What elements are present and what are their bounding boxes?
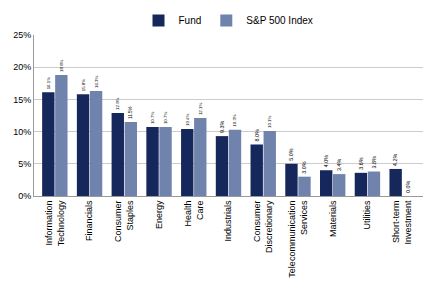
- svg-text:9.3%: 9.3%: [219, 121, 225, 134]
- svg-text:Materials: Materials: [328, 200, 338, 237]
- svg-text:16.3%: 16.3%: [94, 76, 99, 88]
- svg-text:5.0%: 5.0%: [288, 148, 294, 161]
- svg-text:3.6%: 3.6%: [358, 157, 364, 170]
- svg-text:3.8%: 3.8%: [371, 156, 377, 169]
- svg-text:10%: 10%: [13, 127, 31, 137]
- svg-text:4.0%: 4.0%: [323, 155, 329, 168]
- svg-text:S&P 500 Index: S&P 500 Index: [246, 15, 313, 26]
- svg-text:Financials: Financials: [84, 200, 94, 241]
- svg-text:ConsumerDiscretionary: ConsumerDiscretionary: [252, 200, 274, 253]
- svg-text:0%: 0%: [18, 191, 31, 201]
- svg-text:Short-termInvestment: Short-termInvestment: [391, 200, 413, 245]
- svg-text:18.8%: 18.8%: [59, 59, 64, 71]
- svg-text:10.1%: 10.1%: [267, 115, 272, 127]
- svg-text:Utilities: Utilities: [362, 200, 372, 230]
- svg-text:10.3%: 10.3%: [232, 114, 237, 126]
- svg-text:11.5%: 11.5%: [128, 107, 133, 119]
- svg-text:20%: 20%: [13, 62, 31, 72]
- svg-text:8.0%: 8.0%: [254, 129, 260, 142]
- svg-text:ConsumerStaples: ConsumerStaples: [113, 200, 135, 242]
- svg-text:15.8%: 15.8%: [81, 79, 86, 91]
- svg-text:15%: 15%: [13, 95, 31, 105]
- svg-text:4.2%: 4.2%: [392, 153, 398, 166]
- svg-text:TelecommunicationServices: TelecommunicationServices: [287, 200, 309, 278]
- svg-text:16.1%: 16.1%: [46, 77, 51, 89]
- svg-text:Fund: Fund: [179, 15, 202, 26]
- svg-text:12.1%: 12.1%: [198, 103, 203, 115]
- svg-text:3.0%: 3.0%: [301, 161, 307, 174]
- svg-text:3.4%: 3.4%: [336, 159, 342, 172]
- svg-text:25%: 25%: [13, 30, 31, 40]
- svg-text:InformationTechnology: InformationTechnology: [44, 200, 66, 246]
- svg-text:0.0%: 0.0%: [405, 180, 411, 193]
- svg-text:10.7%: 10.7%: [150, 112, 155, 124]
- svg-text:Energy: Energy: [154, 200, 164, 229]
- svg-text:5%: 5%: [18, 159, 31, 169]
- svg-text:10.4%: 10.4%: [185, 114, 190, 126]
- svg-text:Industrials: Industrials: [223, 200, 233, 242]
- svg-text:HealthCare: HealthCare: [183, 201, 205, 227]
- svg-text:12.9%: 12.9%: [115, 97, 120, 109]
- svg-text:10.7%: 10.7%: [163, 112, 168, 124]
